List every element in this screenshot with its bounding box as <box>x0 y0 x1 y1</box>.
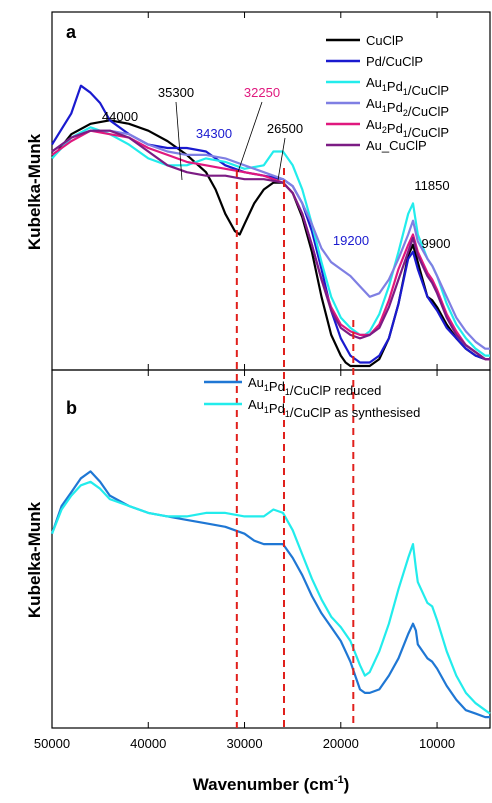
x-axis-ticks: 50000 40000 30000 20000 10000 <box>34 12 455 751</box>
legend-label: Au_CuClP <box>366 138 427 153</box>
legend-label-text: Au_CuClP <box>366 138 427 153</box>
annotation-leader-line <box>237 101 263 173</box>
legend-label-text: Pd/CuClP <box>366 54 423 69</box>
annotation-label: 44000 <box>102 109 138 124</box>
legend-label-text: /CuClP reduced <box>290 383 382 398</box>
legend-label-text: Au <box>366 75 382 90</box>
legend-label-text: Au <box>248 375 264 390</box>
dashed-lines <box>235 168 355 728</box>
legend-label-text: CuClP <box>366 33 404 48</box>
legend-label-subscript: 1 <box>285 387 290 397</box>
annotation-leader-line <box>175 101 183 181</box>
legend-label-subscript: 2 <box>382 125 387 135</box>
annotation-label: 26500 <box>267 121 303 136</box>
legend-label-subscript: 1 <box>264 383 269 393</box>
x-tick-label: 50000 <box>34 736 70 751</box>
panel-a-content <box>51 84 490 368</box>
annotation-label: 32250 <box>244 85 280 100</box>
legend-label-subscript: 2 <box>403 108 408 118</box>
x-axis-label: Wavenumber (cm-1) <box>193 774 350 794</box>
series-line-a-3 <box>51 129 490 350</box>
x-tick-label: 30000 <box>226 736 262 751</box>
legend-label-subscript: 1 <box>382 83 387 93</box>
annotation-label: 19200 <box>333 233 369 248</box>
annotation-label: 9900 <box>422 236 451 251</box>
x-axis-label-close: ) <box>344 775 350 794</box>
annotation-leader-line <box>277 137 286 181</box>
legend-label-text: /CuClP as synthesised <box>290 405 421 420</box>
legend-label-text: Pd <box>387 100 403 115</box>
annotation-label: 11850 <box>414 178 449 193</box>
panel-b-frame <box>51 369 491 729</box>
legend-label: Au1Pd1/CuClP as synthesised <box>248 397 420 420</box>
x-tick-label: 10000 <box>419 736 455 751</box>
legend-label: CuClP <box>366 33 404 48</box>
series-line-a-0 <box>51 119 490 368</box>
legend-label-subscript: 1 <box>285 409 290 419</box>
legend-label-text: /CuClP <box>408 125 449 140</box>
legend-label-subscript: 1 <box>403 87 408 97</box>
series-line-a-5 <box>51 129 490 361</box>
legend-label: Au1Pd1/CuClP <box>366 75 449 98</box>
x-tick-label: 20000 <box>323 736 359 751</box>
legend-label-text: Pd <box>269 401 285 416</box>
legend-label-text: Pd <box>387 121 403 136</box>
annotation-label: 34300 <box>196 126 232 141</box>
legend-a: CuClPPd/CuClPAu1Pd1/CuClPAu1Pd2/CuClPAu2… <box>326 33 449 153</box>
legend-label: Au1Pd1/CuClP reduced <box>248 375 381 398</box>
legend-label-subscript: 1 <box>403 129 408 139</box>
x-tick-label: 40000 <box>130 736 166 751</box>
legend-label: Au1Pd2/CuClP <box>366 96 449 119</box>
x-axis-label-sup: -1 <box>334 774 344 786</box>
legend-label-text: Au <box>366 117 382 132</box>
series-line-b-1 <box>50 480 491 715</box>
legend-label-text: /CuClP <box>408 83 449 98</box>
y-axis-label-b: Kubelka-Munk <box>25 501 44 618</box>
legend-label-text: Au <box>248 397 264 412</box>
legend-label: Au2Pd1/CuClP <box>366 117 449 140</box>
legend-label-subscript: 1 <box>382 104 387 114</box>
panel-letter-b: b <box>66 398 77 418</box>
legend-label-subscript: 1 <box>264 405 269 415</box>
legend-label-text: Pd <box>269 379 285 394</box>
panel-letter-a: a <box>66 22 77 42</box>
legend-label-text: Pd <box>387 79 403 94</box>
x-axis-label-main: Wavenumber (cm <box>193 775 334 794</box>
panel-b-content <box>50 470 491 719</box>
legend-label: Pd/CuClP <box>366 54 423 69</box>
annotations-a: 44000 35300 32250 34300 26500 19200 11850 9900 <box>102 85 451 251</box>
y-axis-label-a: Kubelka-Munk <box>25 133 44 250</box>
legend-label-text: Au <box>366 96 382 111</box>
series-line-a-4 <box>51 129 490 361</box>
annotation-label: 35300 <box>158 85 194 100</box>
legend-label-text: /CuClP <box>408 104 449 119</box>
